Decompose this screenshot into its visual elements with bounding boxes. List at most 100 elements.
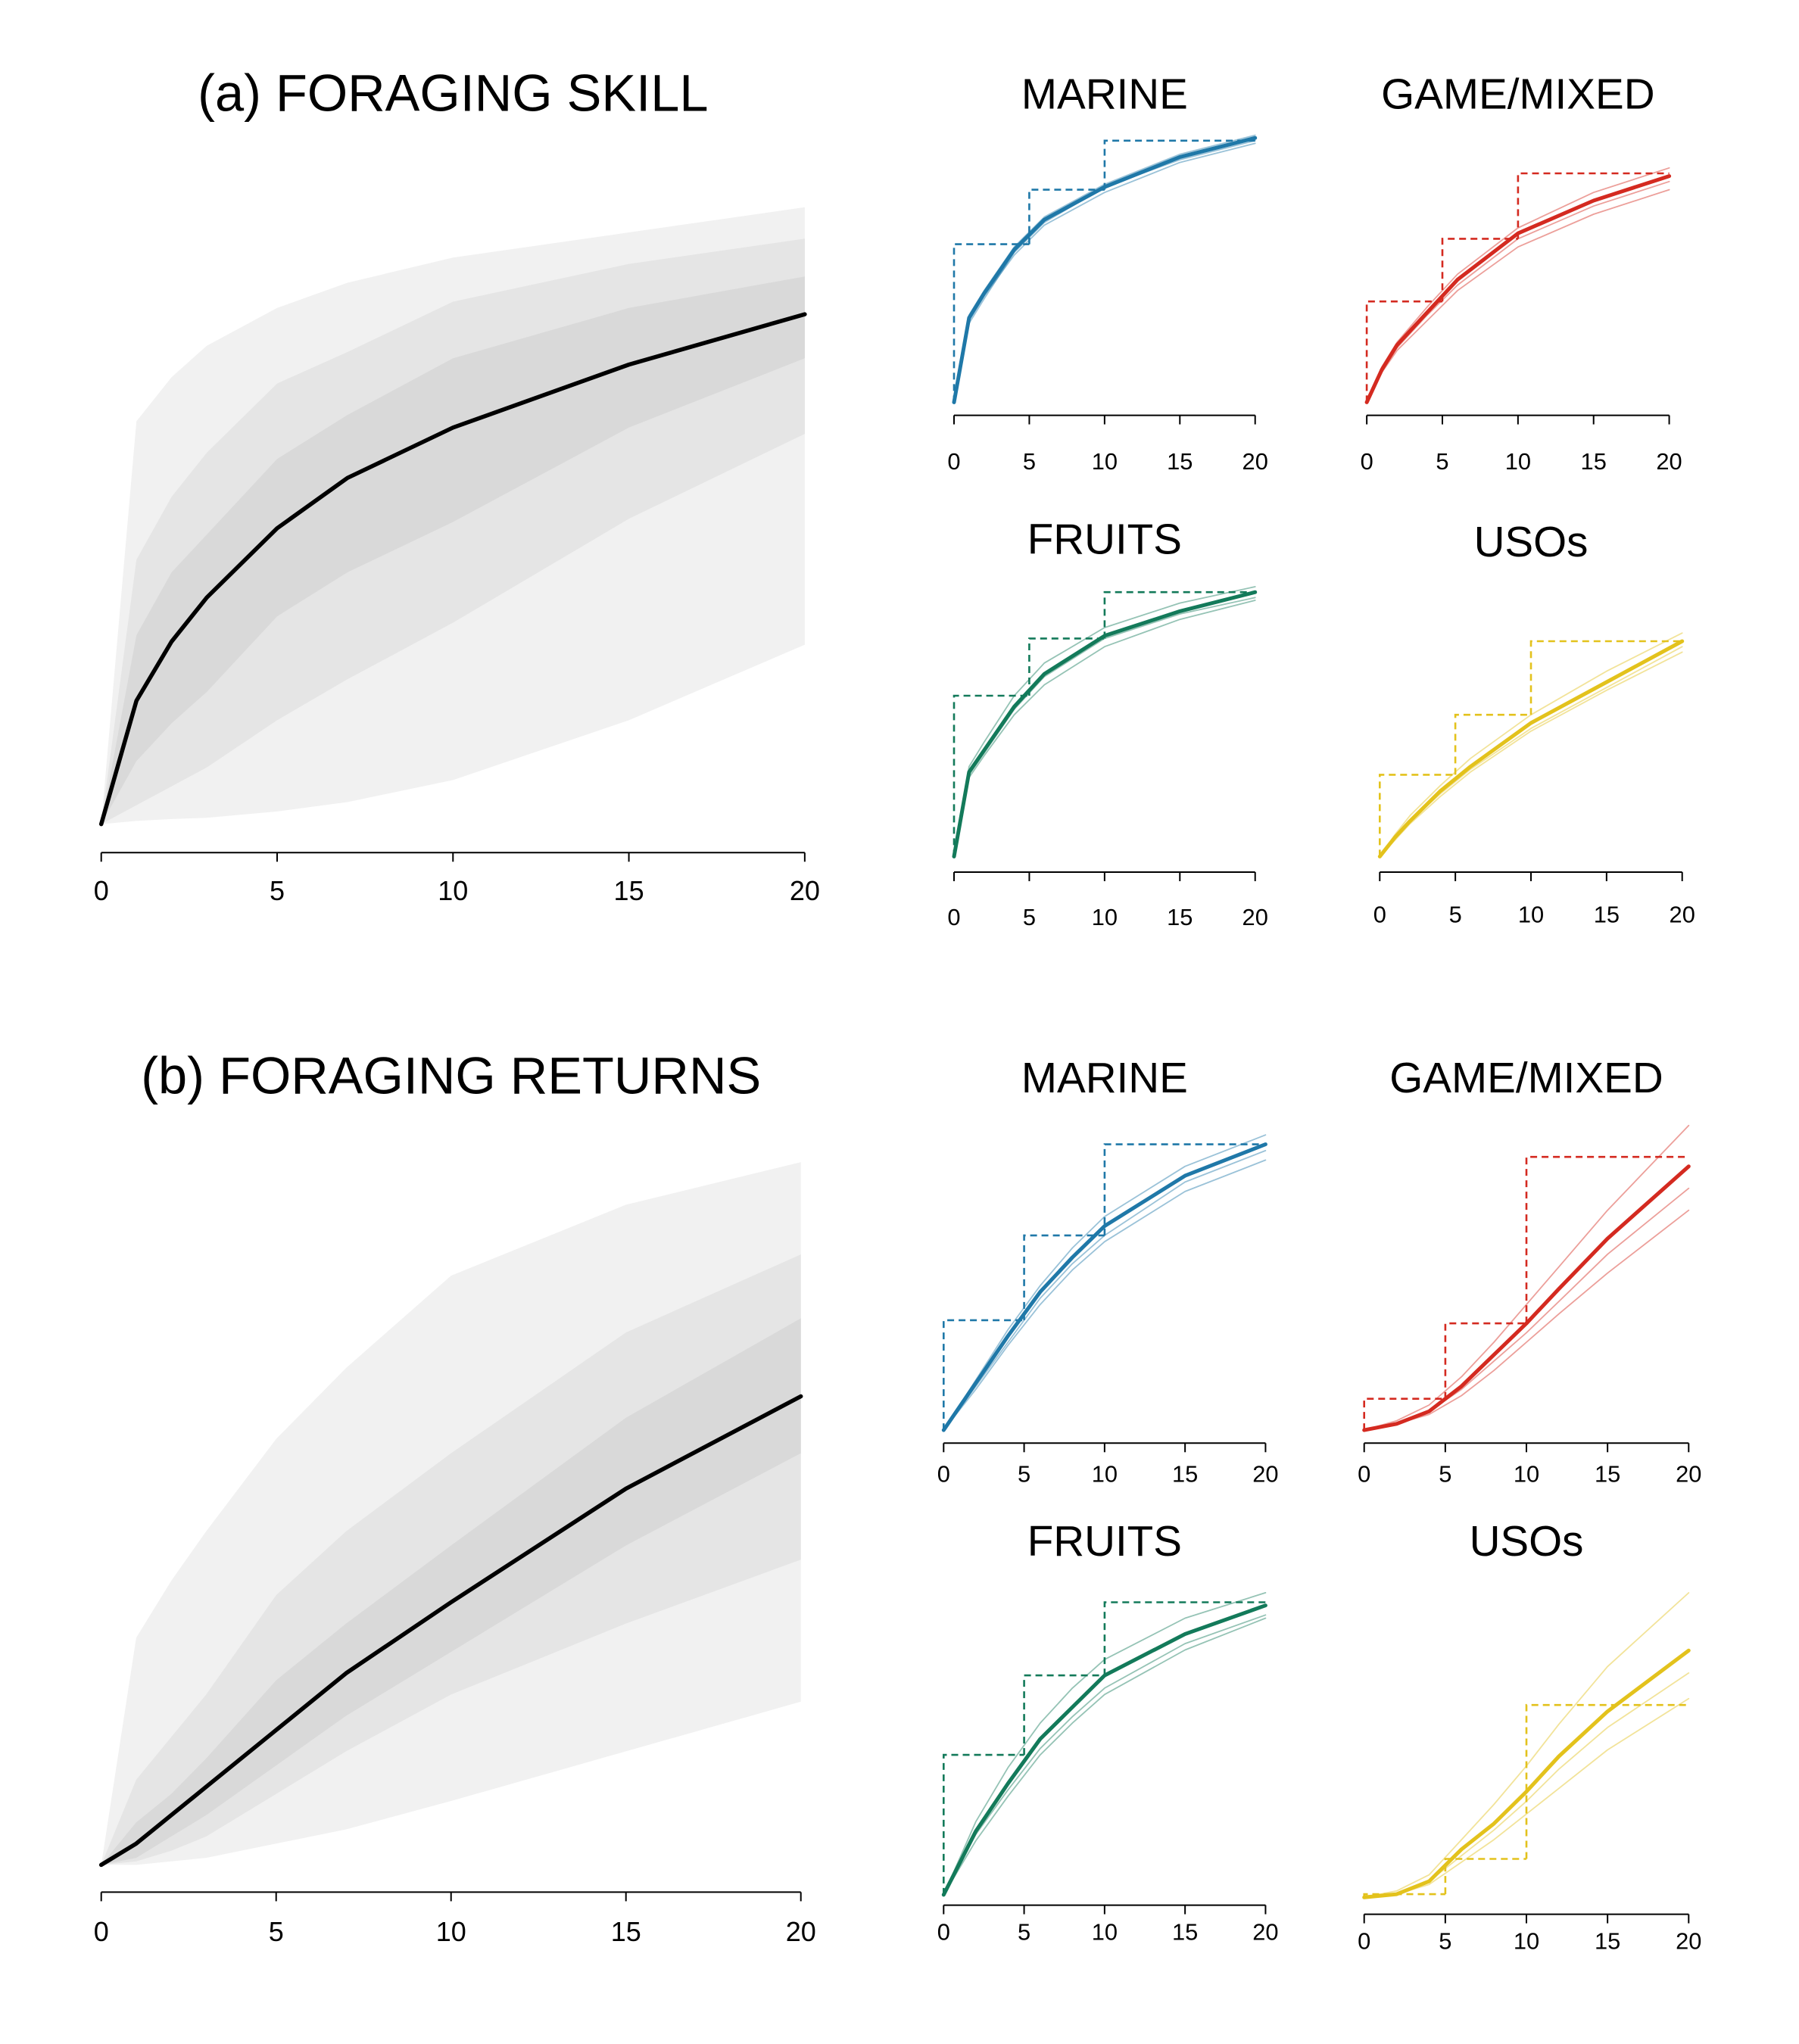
panel-title: (b) FORAGING RETURNS (141, 1046, 761, 1105)
x-tick-label: 15 (1172, 1918, 1198, 1945)
mean-line (1364, 174, 1672, 404)
x-tick-label: 15 (1595, 1927, 1620, 1954)
observed-step (943, 1753, 1024, 1895)
x-tick-label: 0 (1373, 901, 1386, 927)
x-tick-label: 10 (1092, 1918, 1118, 1945)
posterior-draw (943, 1614, 1267, 1896)
panel-title: USOs (1470, 1517, 1584, 1565)
x-tick-label: 15 (1594, 901, 1620, 927)
x-tick-label: 0 (937, 1460, 950, 1487)
x-tick-label: 0 (947, 904, 960, 930)
observed-step (1103, 1601, 1266, 1676)
mean-line (941, 1142, 1267, 1432)
x-tick-label: 20 (786, 1916, 816, 1947)
x-tick-label: 5 (1023, 448, 1036, 475)
x-tick-label: 0 (1358, 1460, 1370, 1487)
posterior-draw (943, 1592, 1267, 1896)
x-tick-label: 10 (436, 1916, 466, 1947)
x-tick-label: 5 (269, 1916, 284, 1947)
median-line (98, 1394, 803, 1868)
x-tick-label: 10 (438, 875, 468, 906)
panel-title: (a) FORAGING SKILL (198, 64, 708, 123)
observed-step (1379, 774, 1456, 857)
observed-step (1444, 1322, 1526, 1399)
observed-step (1028, 189, 1105, 245)
observed-step (1103, 590, 1255, 639)
x-tick-label: 5 (1449, 901, 1462, 927)
x-tick-label: 15 (614, 875, 644, 906)
x-tick-label: 15 (611, 1916, 641, 1947)
observed-step (1028, 637, 1105, 696)
x-tick-label: 5 (1018, 1460, 1030, 1487)
panel-title: FRUITS (1027, 516, 1182, 563)
x-tick-label: 0 (94, 875, 109, 906)
observed-step (1103, 139, 1255, 190)
x-tick-label: 0 (1361, 448, 1373, 475)
x-tick-label: 20 (1242, 448, 1268, 475)
posterior-draw (953, 600, 1256, 858)
posterior-draw (1363, 1124, 1690, 1431)
x-tick-label: 10 (1514, 1460, 1539, 1487)
observed-step (1525, 1703, 1689, 1859)
x-tick-label: 15 (1595, 1460, 1620, 1487)
x-tick-label: 5 (1023, 904, 1036, 930)
panel-title: GAME/MIXED (1381, 70, 1654, 118)
x-tick-label: 20 (1252, 1918, 1278, 1945)
x-tick-label: 10 (1518, 901, 1544, 927)
x-tick-label: 20 (1676, 1927, 1701, 1954)
observed-step (943, 1319, 1024, 1431)
mean-line (952, 590, 1258, 858)
panel-title: FRUITS (1027, 1517, 1182, 1565)
x-tick-label: 20 (1242, 904, 1268, 930)
x-tick-label: 15 (1167, 904, 1193, 930)
mean-line (952, 136, 1258, 404)
x-tick-label: 15 (1172, 1460, 1198, 1487)
uncertainty-band (101, 276, 805, 824)
x-tick-label: 5 (1439, 1460, 1451, 1487)
observed-step (1454, 713, 1531, 775)
x-tick-label: 20 (1670, 901, 1695, 927)
observed-step (1365, 300, 1442, 403)
observed-step (1441, 238, 1518, 302)
x-tick-label: 0 (937, 1918, 950, 1945)
x-tick-label: 5 (1439, 1927, 1451, 1954)
panel-title: USOs (1474, 518, 1589, 566)
observed-step (1023, 1234, 1105, 1320)
panel-title: GAME/MIXED (1389, 1054, 1663, 1101)
posterior-draw (1363, 1592, 1690, 1899)
x-tick-label: 0 (947, 448, 960, 475)
observed-step (1525, 1155, 1689, 1324)
panel-title: MARINE (1021, 1054, 1188, 1101)
observed-step (953, 694, 1030, 857)
observed-step (1023, 1674, 1105, 1756)
posterior-draw (953, 586, 1256, 858)
observed-step (1444, 1858, 1526, 1895)
x-tick-label: 10 (1092, 1460, 1118, 1487)
x-tick-label: 20 (1252, 1460, 1278, 1487)
x-tick-label: 5 (1436, 448, 1448, 475)
posterior-draw (943, 1150, 1267, 1431)
x-tick-label: 10 (1092, 904, 1118, 930)
mean-line (1362, 1164, 1691, 1432)
posterior-draw (943, 1159, 1267, 1431)
x-tick-label: 10 (1505, 448, 1531, 475)
x-tick-label: 10 (1092, 448, 1118, 475)
x-tick-label: 15 (1581, 448, 1607, 475)
observed-step (1529, 640, 1682, 715)
posterior-draw (943, 1617, 1267, 1896)
x-tick-label: 20 (1676, 1460, 1701, 1487)
posterior-draw (943, 1134, 1267, 1431)
posterior-draw (1379, 651, 1683, 858)
median-line (98, 312, 807, 827)
panel-title: MARINE (1021, 70, 1188, 118)
observed-step (953, 243, 1030, 403)
x-tick-label: 20 (790, 875, 820, 906)
mean-line (1362, 1648, 1691, 1899)
observed-step (1103, 1143, 1266, 1235)
x-tick-label: 15 (1167, 448, 1193, 475)
x-tick-label: 20 (1656, 448, 1682, 475)
observed-step (1363, 1397, 1445, 1431)
x-tick-label: 0 (1358, 1927, 1370, 1954)
